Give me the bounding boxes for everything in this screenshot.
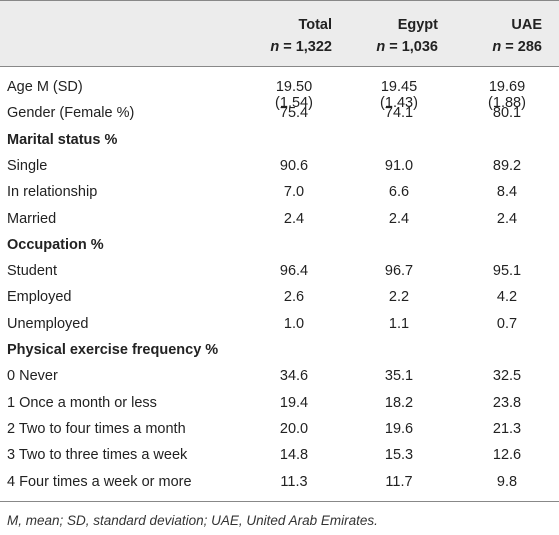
cell-uae: 9.8 [496,473,518,490]
column-sample-size: n = 1,036 [376,39,438,55]
column-sample-size: n = 286 [492,39,542,55]
row-label: Married [7,210,57,227]
cell-uae: 32.5 [492,368,522,385]
row-label: Single [7,157,48,174]
cell-egypt: 19.45 (1.43) [380,79,418,111]
cell-uae: 4.2 [496,289,518,306]
cell-egypt: 1.1 [388,315,410,332]
row-label: 1 Once a month or less [7,394,157,411]
cell-total: 14.8 [279,447,309,464]
cell-uae: 23.8 [492,394,522,411]
column-header-uae: UAE n = 286 [450,14,542,58]
table-row: 2 Two to four times a month 20.0 19.6 21.3 [0,417,559,443]
table-row: Unemployed 1.0 1.1 0.7 [0,312,559,338]
header-rule [0,66,559,67]
table-row: Student 96.4 96.7 95.1 [0,259,559,285]
row-label: Physical exercise frequency % [7,342,219,358]
row-label: In relationship [7,184,98,201]
cell-egypt: 2.2 [388,289,410,306]
column-title: Total [298,17,332,33]
cell-total: 1.0 [283,315,305,332]
row-label: Unemployed [7,315,89,332]
cell-total: 7.0 [283,184,305,201]
cell-total: 34.6 [279,368,309,385]
section-row: Physical exercise frequency % [0,338,559,364]
cell-total: 90.6 [279,157,309,174]
cell-uae: 89.2 [492,157,522,174]
cell-total: 19.4 [279,394,309,411]
row-label: 2 Two to four times a month [7,420,186,437]
row-label: Student [7,263,57,280]
top-rule [0,0,559,1]
cell-total: 11.3 [280,473,308,490]
cell-total: 75.4 [279,105,309,122]
row-label: Marital status % [7,131,118,148]
section-row: Marital status % [0,128,559,154]
cell-egypt: 15.3 [384,447,414,464]
row-label: 3 Two to three times a week [7,447,188,464]
row-label: 4 Four times a week or more [7,473,192,490]
column-title: UAE [511,17,542,33]
table-header: Total n = 1,322 Egypt n = 1,036 UAE n = … [0,0,559,66]
table-row: Gender (Female %) 75.4 74.1 80.1 [0,101,559,127]
cell-uae: 12.6 [492,447,522,464]
table-row: 4 Four times a week or more 11.3 11.7 9.8 [0,470,559,496]
cell-total: 2.4 [283,210,305,227]
row-label: 0 Never [7,368,58,385]
row-label: Age M (SD) [7,79,83,95]
cell-egypt: 91.0 [384,157,414,174]
table-row: Age M (SD) 19.50 (1.54) 19.45 (1.43) 19.69 … [0,75,559,111]
cell-total: 20.0 [279,420,309,437]
cell-egypt: 96.7 [384,263,414,280]
column-sample-size: n = 1,322 [270,39,332,55]
table-row: Employed 2.6 2.2 4.2 [0,285,559,311]
table-footnote: M, mean; SD, standard deviation; UAE, Un… [7,513,378,528]
cell-uae: 19.69 (1.88) [488,79,526,111]
cell-uae: 0.7 [496,315,518,332]
row-label: Gender (Female %) [7,105,135,122]
cell-uae: 80.1 [492,105,522,122]
cell-total: 19.50 (1.54) [275,79,313,111]
table-row: Single 90.6 91.0 89.2 [0,154,559,180]
table-row: Married 2.4 2.4 2.4 [0,207,559,233]
cell-uae: 95.1 [492,263,522,280]
cell-egypt: 19.6 [384,420,414,437]
cell-egypt: 11.7 [385,473,413,490]
section-row: Occupation % [0,233,559,259]
bottom-rule [0,501,559,502]
cell-egypt: 2.4 [388,210,410,227]
cell-uae: 2.4 [496,210,518,227]
cell-total: 96.4 [279,263,309,280]
column-header-egypt: Egypt n = 1,036 [334,14,438,58]
cell-egypt: 74.1 [384,105,414,122]
cell-egypt: 6.6 [388,184,410,201]
column-header-total: Total n = 1,322 [229,14,332,58]
table-row: 1 Once a month or less 19.4 18.2 23.8 [0,391,559,417]
table-row: In relationship 7.0 6.6 8.4 [0,180,559,206]
column-title: Egypt [397,17,438,33]
row-label: Employed [7,289,72,306]
cell-egypt: 18.2 [384,394,414,411]
table-row: 0 Never 34.6 35.1 32.5 [0,364,559,390]
table-row: 3 Two to three times a week 14.8 15.3 12.6 [0,443,559,469]
cell-uae: 8.4 [496,184,518,201]
cell-uae: 21.3 [492,420,522,437]
cell-total: 2.6 [283,289,305,306]
cell-egypt: 35.1 [384,368,414,385]
row-label: Occupation % [7,236,104,253]
